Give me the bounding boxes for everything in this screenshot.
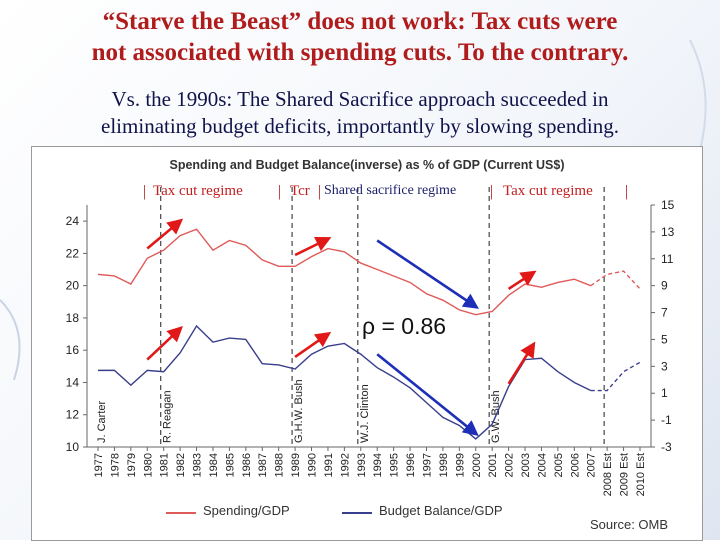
x-axis-tick-label: 2006 [569,453,581,477]
x-axis-tick-label: 2007 [586,453,598,477]
left-axis-tick-label: 10 [66,440,80,454]
x-axis-tick-label: 2002 [504,453,516,477]
right-axis-tick-label: -1 [661,413,672,427]
x-axis-tick-label: 2001 [487,453,499,477]
legend-label-balance: Budget Balance/GDP [379,503,503,518]
x-axis-tick-label: 1988 [274,453,286,477]
slide-title-line-2: not associated with spending cuts. To th… [10,37,710,68]
x-axis-tick-label: 2003 [520,453,532,477]
x-axis-tick-label: 1990 [307,453,319,477]
correlation-annotation: ρ = 0.86 [362,313,446,340]
x-axis-tick-label: 1997 [421,453,433,477]
x-axis-tick-label: 1989 [290,453,302,477]
x-axis-tick-label: 2010 Est [635,453,647,496]
left-axis-tick-label: 20 [66,279,80,293]
regime-label-tax-cut-1: Tax cut regime [153,183,243,200]
regime-separator: | [490,183,493,201]
left-axis-tick-label: 14 [66,375,80,389]
regime-label-shared-sacrifice: Shared sacrifice regime [324,183,456,199]
right-axis-tick-label: 1 [661,386,668,400]
right-axis-tick-label: 5 [661,332,668,346]
x-axis-tick-label: 1983 [192,453,204,477]
regime-separator: | [143,183,146,201]
x-axis-tick-label: 1992 [339,453,351,477]
president-label: G.H.W. Bush [293,379,305,443]
x-axis-tick-label: 2008 Est [602,453,614,496]
x-axis-tick-label: 1979 [126,453,138,477]
right-axis-tick-label: 9 [661,279,668,293]
right-axis-tick-label: 3 [661,359,668,373]
x-axis-tick-label: 1977 [93,453,105,477]
red-trend-arrow [295,239,328,255]
red-trend-arrow [509,345,534,384]
series-estimate-line-spending [591,271,640,289]
x-axis-tick-label: 1985 [224,453,236,477]
left-axis-tick-label: 22 [66,246,80,260]
x-axis-tick-label: 1982 [175,453,187,477]
regime-separator: | [278,183,281,201]
x-axis-tick-label: 1999 [454,453,466,477]
right-axis-tick-label: -3 [661,440,672,454]
slide-title: “Starve the Beast” does not work: Tax cu… [10,6,710,68]
regime-label-tcr: Tcr [290,183,310,200]
series-line-spending [98,229,591,315]
left-axis-tick-label: 12 [66,408,80,422]
slide-subtitle: Vs. the 1990s: The Shared Sacrifice appr… [10,86,710,140]
legend-swatch-spending [166,512,196,514]
president-label: R. Reagan [162,390,174,443]
slide-subtitle-line-1: Vs. the 1990s: The Shared Sacrifice appr… [10,86,710,113]
x-axis-tick-label: 1981 [159,453,171,477]
chart-source: Source: OMB [590,517,668,532]
slide-title-line-1: “Starve the Beast” does not work: Tax cu… [10,6,710,37]
regime-separator: | [318,183,321,201]
series-estimate-line-balance [591,362,640,390]
regime-separator: | [625,183,628,201]
x-axis-tick-label: 2005 [553,453,565,477]
right-axis-tick-label: 13 [661,225,675,239]
x-axis-tick-label: 1986 [241,453,253,477]
x-axis-tick-label: 2000 [471,453,483,477]
x-axis-tick-label: 1980 [142,453,154,477]
right-axis-tick-label: 7 [661,306,668,320]
x-axis-tick-label: 1995 [389,453,401,477]
blue-trend-arrow [377,240,476,306]
x-axis-tick-label: 1978 [109,453,121,477]
chart-title: Spending and Budget Balance(inverse) as … [32,158,702,172]
blue-trend-arrow [377,354,476,433]
legend-swatch-balance [342,512,372,514]
president-label: W.J. Clinton [359,384,371,443]
left-axis-tick-label: 24 [66,214,80,228]
x-axis-tick-label: 2009 Est [619,453,631,496]
left-axis-tick-label: 16 [66,343,80,357]
left-axis-tick-label: 18 [66,311,80,325]
red-trend-arrow [147,329,180,360]
red-trend-arrow [147,221,180,248]
x-axis-tick-label: 1996 [405,453,417,477]
x-axis-tick-label: 1984 [208,453,220,477]
regime-label-tax-cut-2: Tax cut regime [503,183,593,200]
right-axis-tick-label: 11 [661,252,674,266]
x-axis-tick-label: 1998 [438,453,450,477]
slide-subtitle-line-2: eliminating budget deficits, importantly… [10,113,710,140]
x-axis-tick-label: 2004 [536,453,548,477]
legend-label-spending: Spending/GDP [203,503,290,518]
right-axis-tick-label: 15 [661,198,675,212]
x-axis-tick-label: 1993 [356,453,368,477]
x-axis-tick-label: 1987 [257,453,269,477]
x-axis-tick-label: 1994 [372,453,384,477]
president-label: J. Carter [96,400,108,443]
x-axis-tick-label: 1991 [323,453,335,477]
